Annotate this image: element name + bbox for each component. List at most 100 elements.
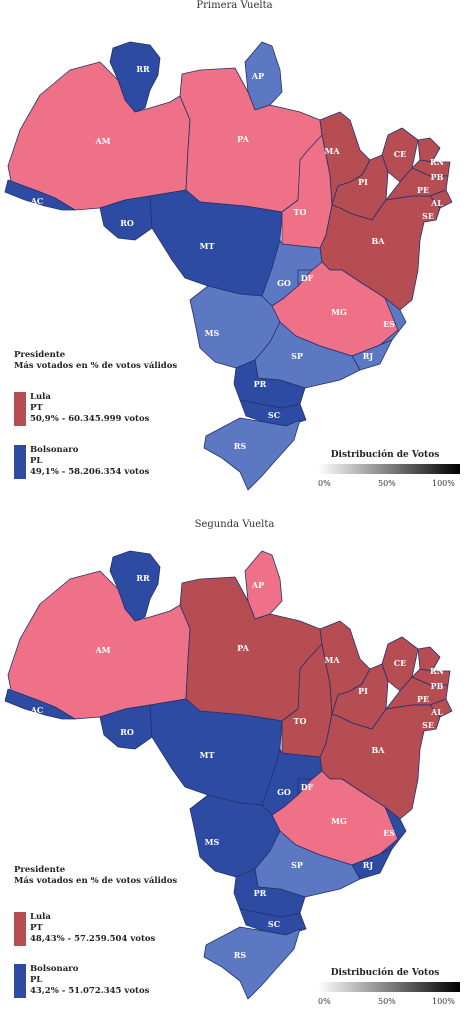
candidate-name: Bolsonaro: [30, 964, 79, 974]
state-ce: [381, 636, 419, 692]
state-label-mt: MT: [200, 750, 215, 760]
state-label-sp: SP: [291, 860, 303, 870]
state-label-pi: PI: [358, 177, 368, 187]
state-rs: [203, 926, 301, 1000]
lula-swatch: [14, 912, 26, 946]
state-label-al: AL: [430, 707, 443, 717]
scale-tick: 0%: [318, 479, 331, 488]
scale-tick: 100%: [432, 479, 455, 488]
legend-title: Presidente: [14, 865, 66, 875]
state-label-al: AL: [430, 198, 443, 208]
state-label-ac: AC: [30, 705, 44, 715]
state-label-sc: SC: [268, 919, 280, 929]
state-label-to: TO: [294, 716, 307, 726]
bolsonaro-swatch: [14, 445, 26, 479]
state-sc: [239, 908, 307, 936]
state-label-pa: PA: [237, 643, 249, 653]
legend-entry-lula: Lula PT 50,9% - 60.345.999 votos: [14, 392, 214, 428]
state-label-rj: RJ: [363, 860, 374, 870]
state-label-rn: RN: [430, 157, 444, 167]
state-label-se: SE: [422, 720, 434, 730]
state-ce: [381, 127, 419, 183]
scale-tick: 50%: [378, 479, 396, 488]
vote-distribution-scale: Distribución de Votos 0% 50% 100%: [310, 450, 460, 488]
bolsonaro-swatch: [14, 964, 26, 998]
candidate-name: Bolsonaro: [30, 445, 79, 455]
state-ac: [4, 688, 76, 720]
state-label-pe: PE: [417, 694, 429, 704]
state-label-ms: MS: [205, 837, 220, 847]
state-label-ap: AP: [251, 71, 264, 81]
state-label-ap: AP: [251, 580, 264, 590]
state-label-rn: RN: [430, 666, 444, 676]
scale-tick: 0%: [318, 997, 331, 1006]
state-label-ma: MA: [324, 146, 340, 156]
state-label-ms: MS: [205, 328, 220, 338]
state-label-ce: CE: [394, 658, 406, 668]
candidate-name: Lula: [30, 912, 51, 922]
candidate-party: PT: [30, 923, 43, 933]
state-rr: [109, 41, 161, 113]
state-label-to: TO: [294, 207, 307, 217]
state-label-am: AM: [94, 645, 110, 655]
state-label-ba: BA: [372, 236, 386, 246]
candidate-party: PL: [30, 456, 43, 466]
round-title: Segunda Vuelta: [194, 519, 275, 530]
second-round-panel: Segunda Vuelta RR AP AM PA AC RO MT TO MA PI CE RN P…: [0, 509, 469, 1018]
vote-distribution-scale: Distribución de Votos 0% 50% 100%: [310, 968, 460, 1006]
scale-title: Distribución de Votos: [330, 450, 440, 460]
state-label-go: GO: [277, 787, 291, 797]
legend-entry-bolsonaro: Bolsonaro PL 49,1% - 58.206.354 votos: [14, 445, 214, 481]
scale-gradient-bar: [318, 464, 460, 474]
state-rn: [417, 137, 441, 163]
state-label-ce: CE: [394, 149, 406, 159]
state-label-pr: PR: [254, 888, 267, 898]
state-label-ac: AC: [30, 196, 44, 206]
legend-subtitle: Más votados en % de votos válidos: [14, 876, 178, 886]
state-label-se: SE: [422, 211, 434, 221]
state-label-ro: RO: [120, 727, 134, 737]
round-title: Primera Vuelta: [196, 0, 273, 11]
state-rr: [109, 550, 161, 622]
state-ro: [99, 704, 153, 750]
state-label-df: DF: [301, 273, 314, 283]
state-label-mg: MG: [331, 307, 347, 317]
state-label-ba: BA: [372, 745, 386, 755]
legend-title: Presidente: [14, 350, 66, 360]
state-label-rj: RJ: [363, 351, 374, 361]
state-label-pa: PA: [237, 134, 249, 144]
scale-title: Distribución de Votos: [330, 968, 440, 978]
state-label-pe: PE: [417, 185, 429, 195]
candidate-votes: 50,9% - 60.345.999 votos: [30, 414, 150, 424]
first-round-panel: Primera Vuelta RR AP AM PA AC RO MT TO MA PI CE RN P…: [4, 0, 460, 491]
legend-subtitle: Más votados en % de votos válidos: [14, 361, 178, 371]
state-label-rs: RS: [234, 950, 247, 960]
state-label-df: DF: [301, 782, 314, 792]
lula-swatch: [14, 392, 26, 426]
state-rs: [203, 417, 301, 491]
state-label-pb: PB: [431, 681, 444, 691]
state-label-am: AM: [94, 136, 110, 146]
state-ac: [4, 179, 76, 211]
scale-tick: 50%: [378, 997, 396, 1006]
scale-tick: 100%: [432, 997, 455, 1006]
state-label-es: ES: [383, 828, 395, 838]
state-label-go: GO: [277, 278, 291, 288]
state-label-pr: PR: [254, 379, 267, 389]
candidate-party: PL: [30, 975, 43, 985]
state-label-mt: MT: [200, 241, 215, 251]
state-label-es: ES: [383, 319, 395, 329]
state-label-rs: RS: [234, 441, 247, 451]
state-label-rr: RR: [136, 64, 150, 74]
state-label-ro: RO: [120, 218, 134, 228]
state-label-pb: PB: [431, 172, 444, 182]
candidate-name: Lula: [30, 392, 51, 402]
legend-entry-bolsonaro: Bolsonaro PL 43,2% - 51.072.345 votos: [14, 964, 214, 1000]
map-legend: Presidente Más votados en % de votos vál…: [14, 865, 178, 998]
legend-entry-lula: Lula PT 48,43% - 57.259.504 votos: [14, 912, 214, 948]
state-label-sp: SP: [291, 351, 303, 361]
state-label-sc: SC: [268, 410, 280, 420]
candidate-votes: 43,2% - 51.072.345 votos: [30, 986, 150, 996]
